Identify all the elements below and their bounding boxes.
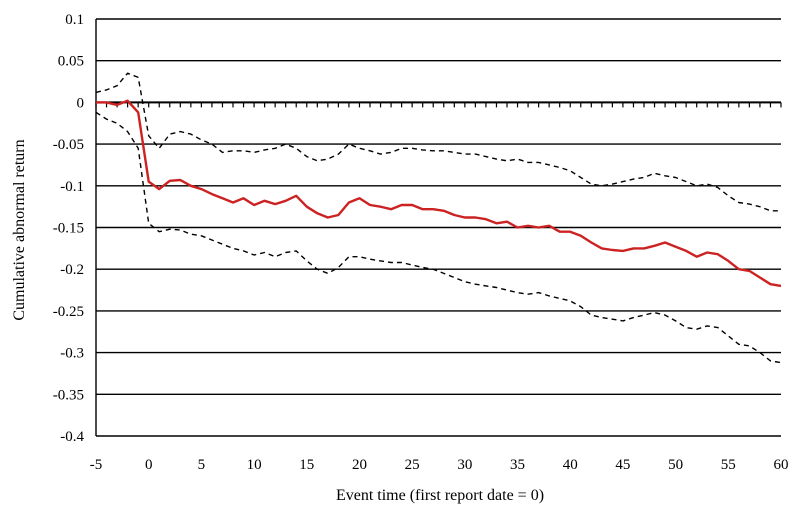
- y-tick-label: -0.25: [53, 304, 84, 320]
- y-tick-labels: 0.1 0.05 0 -0.05 -0.1 -0.15 -0.2 -0.25 -0.3 -0.35…: [53, 12, 85, 445]
- x-tick-label: 45: [615, 457, 630, 473]
- y-tick-label: -0.35: [53, 387, 84, 403]
- x-tick-label: 60: [774, 457, 789, 473]
- y-tick-label: -0.2: [60, 262, 84, 278]
- x-tick-label: 25: [405, 457, 420, 473]
- confidence-band-line: [95, 72, 781, 212]
- x-axis-label: Event time (first report date = 0): [336, 487, 544, 504]
- x-tick-label: 20: [352, 457, 367, 473]
- gridlines: [96, 18, 781, 437]
- y-tick-label: -0.1: [60, 179, 84, 195]
- y-tick-label: -0.3: [60, 346, 84, 362]
- y-tick-label: 0: [77, 95, 85, 111]
- y-tick-label: -0.05: [53, 137, 84, 153]
- x-tick-label: 40: [563, 457, 578, 473]
- x-tick-label: 55: [721, 457, 736, 473]
- x-tick-label: 35: [510, 457, 525, 473]
- y-tick-label: 0.1: [65, 12, 84, 28]
- series-group: [95, 72, 782, 364]
- axes: [95, 19, 782, 436]
- x-tick-label: 30: [457, 457, 472, 473]
- y-tick-label: -0.4: [60, 429, 84, 445]
- confidence-band-line: [95, 111, 782, 364]
- x-tick-label: 5: [198, 457, 206, 473]
- y-tick-label: -0.15: [53, 221, 84, 237]
- x-tick-label: -5: [90, 457, 103, 473]
- y-axis-label: Cumulative abnormal return: [11, 139, 28, 320]
- x-tick-label: 0: [145, 457, 153, 473]
- x-tick-label: 50: [668, 457, 683, 473]
- x-tick-labels: -5 0 5 10 15 20 25 30 35 40 45 50 55 60: [90, 457, 789, 473]
- x-tick-label: 10: [247, 457, 262, 473]
- car-line: [96, 99, 782, 288]
- x-tick-label: 15: [299, 457, 314, 473]
- y-tick-label: 0.05: [58, 54, 84, 70]
